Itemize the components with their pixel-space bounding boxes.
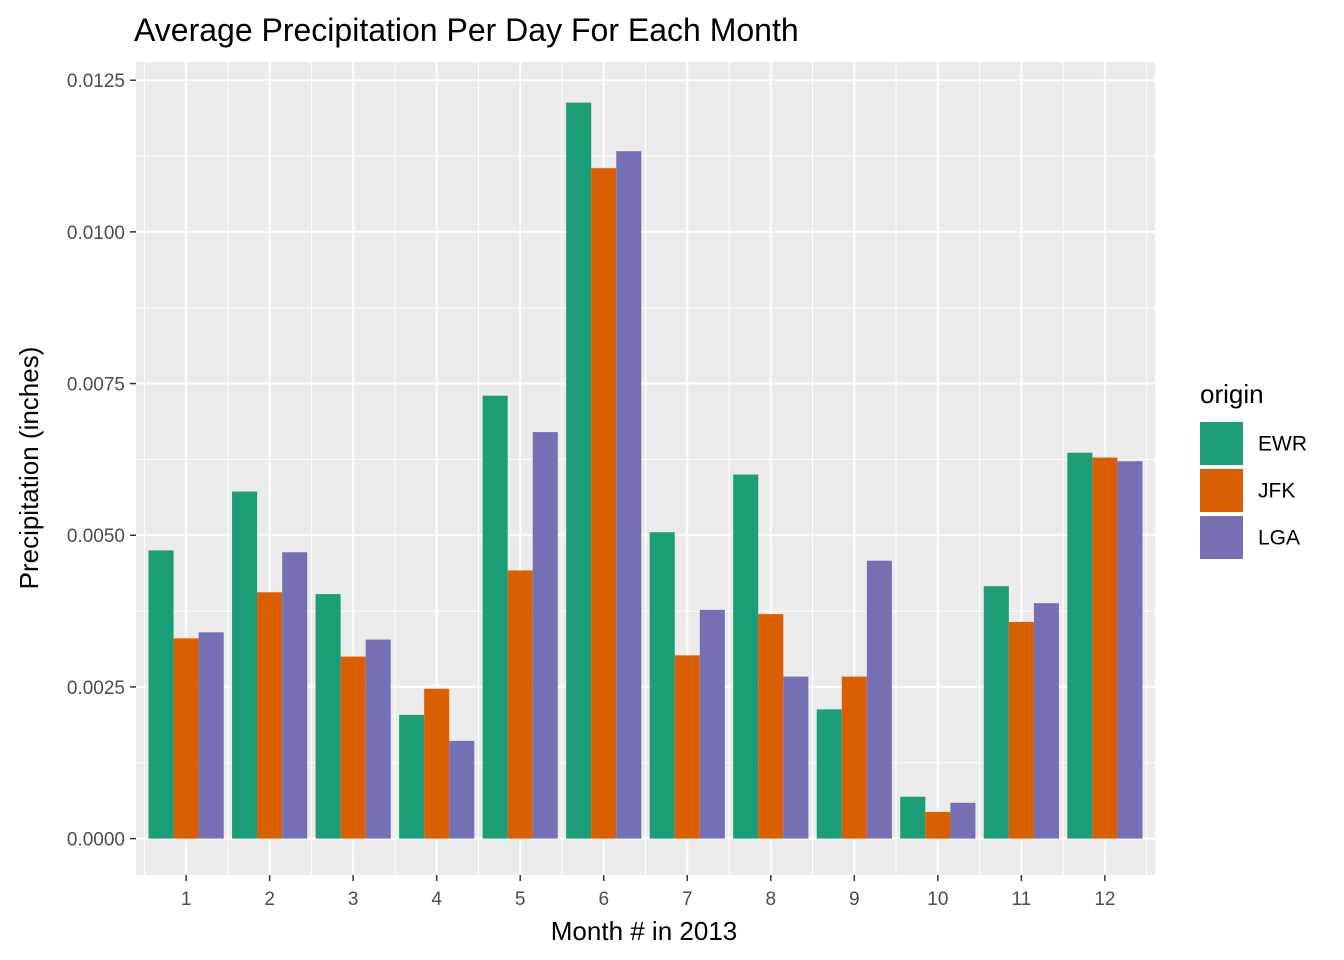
bar-ewr-2	[232, 491, 258, 839]
bar-lga-5	[532, 432, 558, 839]
y-tick-label: 0.0075	[67, 375, 125, 396]
bar-jfk-5	[507, 570, 533, 839]
bar-lga-9	[866, 560, 892, 839]
bar-lga-7	[699, 609, 725, 839]
legend-label-ewr: EWR	[1258, 433, 1307, 456]
bar-lga-11	[1033, 603, 1059, 839]
bar-jfk-12	[1092, 457, 1118, 839]
bar-lga-12	[1117, 461, 1143, 839]
bar-ewr-5	[482, 395, 508, 839]
legend-title: origin	[1200, 379, 1264, 409]
x-tick-label: 6	[598, 889, 609, 910]
x-tick-label: 10	[927, 889, 948, 910]
bar-jfk-6	[591, 168, 617, 839]
bar-jfk-8	[758, 614, 784, 839]
x-tick-label: 8	[765, 889, 776, 910]
bar-jfk-1	[173, 638, 199, 839]
legend-key-ewr	[1200, 422, 1243, 465]
bar-jfk-7	[674, 655, 700, 839]
bar-ewr-8	[733, 474, 759, 839]
x-axis-title: Month # in 2013	[551, 916, 737, 946]
bar-jfk-9	[841, 676, 867, 839]
minor-gridlines	[136, 62, 1155, 875]
y-tick-label: 0.0050	[67, 526, 125, 547]
bar-ewr-6	[566, 102, 592, 839]
y-tick-label: 0.0025	[67, 678, 125, 699]
bar-lga-10	[950, 802, 976, 839]
bar-jfk-2	[257, 592, 283, 839]
legend-key-jfk	[1200, 469, 1243, 512]
x-tick-label: 11	[1011, 889, 1031, 910]
legend-key-lga	[1200, 516, 1243, 559]
bar-ewr-10	[900, 796, 926, 839]
bar-ewr-11	[983, 586, 1009, 839]
x-tick-label: 9	[849, 889, 860, 910]
bar-ewr-12	[1067, 452, 1093, 839]
bar-ewr-7	[649, 532, 675, 839]
legend-label-jfk: JFK	[1258, 480, 1295, 503]
x-axis: 1 2 3 4 5 6 7 8 9 10 11 12	[181, 875, 1115, 910]
bar-lga-1	[198, 632, 224, 839]
bar-ewr-3	[315, 594, 341, 839]
x-tick-label: 3	[348, 889, 359, 910]
x-tick-label: 1	[181, 889, 192, 910]
bar-ewr-4	[399, 714, 425, 839]
bar-ewr-9	[816, 709, 842, 839]
bar-lga-2	[282, 552, 308, 839]
bar-ewr-1	[148, 550, 174, 839]
chart-title: Average Precipitation Per Day For Each M…	[134, 12, 799, 48]
x-tick-label: 12	[1094, 889, 1115, 910]
bar-lga-6	[616, 151, 642, 839]
x-tick-label: 2	[264, 889, 275, 910]
bar-jfk-10	[925, 811, 951, 839]
y-tick-label: 0.0000	[67, 830, 125, 851]
legend-label-lga: LGA	[1258, 527, 1300, 550]
bar-jfk-11	[1008, 621, 1034, 839]
x-tick-label: 5	[515, 889, 526, 910]
y-tick-label: 0.0125	[67, 71, 125, 92]
bar-lga-4	[449, 740, 475, 839]
bar-lga-8	[783, 676, 809, 839]
bar-jfk-4	[424, 688, 450, 839]
legend: origin EWR JFK LGA	[1200, 379, 1307, 559]
y-axis: 0.0000 0.0025 0.0050 0.0075 0.0100 0.0125	[67, 71, 136, 851]
x-tick-label: 4	[431, 889, 442, 910]
y-tick-label: 0.0100	[67, 223, 125, 244]
bars	[148, 102, 1143, 839]
x-tick-label: 7	[682, 889, 693, 910]
y-axis-title: Precipitation (inches)	[14, 347, 44, 590]
bar-lga-3	[365, 639, 391, 839]
bar-jfk-3	[340, 656, 366, 839]
